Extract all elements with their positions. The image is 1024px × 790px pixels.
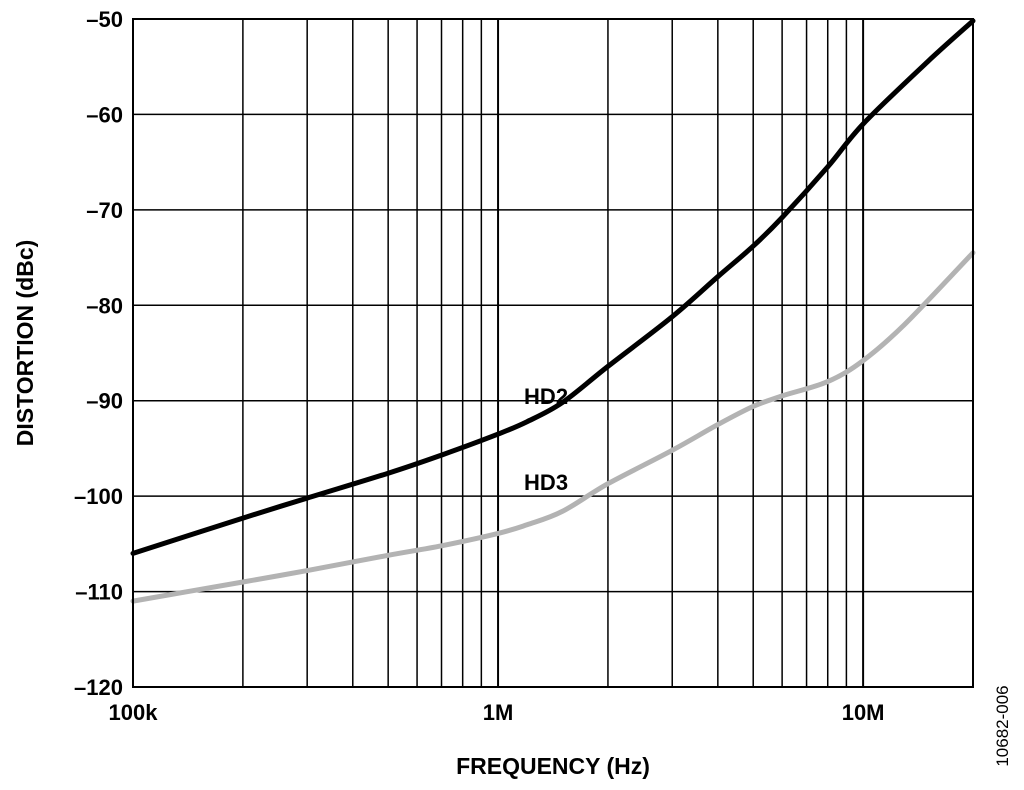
y-tick-label: –50 <box>86 7 123 32</box>
plot-frame <box>132 18 974 688</box>
x-axis-label: FREQUENCY (Hz) <box>456 753 650 779</box>
y-axis-label: DISTORTION (dBc) <box>12 240 38 447</box>
x-tick-label: 10M <box>842 700 885 725</box>
x-tick-labels: 100k 1M 10M <box>109 700 885 725</box>
x-tick-label: 1M <box>483 700 514 725</box>
series-label-hd2: HD2 <box>524 384 568 409</box>
series-layer <box>130 18 976 604</box>
series-label-hd3: HD3 <box>524 470 568 495</box>
y-tick-label: –110 <box>75 580 123 605</box>
figure-id: 10682-006 <box>993 685 1012 766</box>
x-tick-label: 100k <box>109 700 159 725</box>
y-tick-label: –70 <box>86 198 123 223</box>
series-line-hd2 <box>130 18 976 556</box>
y-tick-label: –120 <box>74 675 123 700</box>
y-tick-label: –60 <box>86 102 123 127</box>
y-tick-label: –100 <box>74 484 123 509</box>
series-line-hd3 <box>130 250 976 604</box>
y-tick-labels: –50 –60 –70 –80 –90 –100 –110 –120 <box>74 7 123 700</box>
y-tick-label: –80 <box>86 293 123 318</box>
series-labels: HD2 HD3 <box>524 384 568 495</box>
grid <box>133 19 973 687</box>
y-tick-label: –90 <box>86 389 123 414</box>
